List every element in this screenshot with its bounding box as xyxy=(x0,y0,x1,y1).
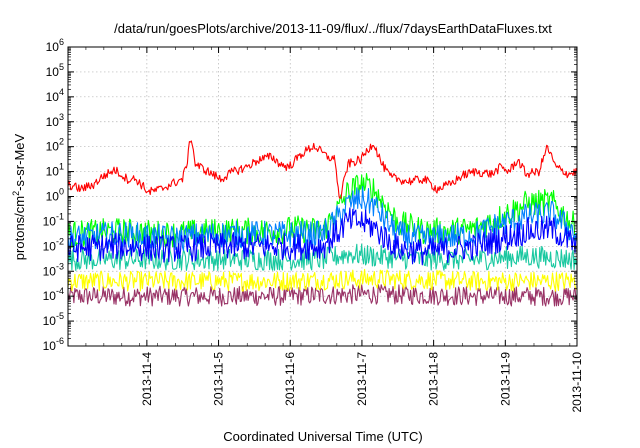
flux-series-line xyxy=(67,243,578,272)
y-tick-label: 100 xyxy=(46,187,64,204)
y-tick-label: 10-4 xyxy=(43,286,64,303)
y-axis-title: protons/cm2-s-sr-MeV xyxy=(11,133,27,260)
y-tick-labels: 10-6 10-5 10-4 10-3 10-2 10-1 100 101 102 103 104 1… xyxy=(43,37,64,353)
grid-lines xyxy=(68,47,577,346)
y-tick-label: 105 xyxy=(46,62,64,79)
y-tick-label: 10-2 xyxy=(43,236,64,253)
series-layer xyxy=(67,140,578,307)
flux-series-line xyxy=(67,140,578,199)
y-tick-label: 101 xyxy=(46,162,64,179)
x-tick-label: 2013-11-5 xyxy=(212,352,226,406)
x-axis-title: Coordinated Universal Time (UTC) xyxy=(223,429,422,444)
flux-series-line xyxy=(67,185,578,253)
x-tick-labels: 2013-11-4 2013-11-5 2013-11-6 2013-11-7 2013… xyxy=(140,352,584,413)
flux-series-line xyxy=(67,268,578,292)
x-tick-label: 2013-11-7 xyxy=(355,352,369,406)
x-tick-label: 2013-11-4 xyxy=(140,352,154,406)
x-tick-label: 2013-11-8 xyxy=(427,352,441,406)
x-tick-label: 2013-11-10 xyxy=(570,352,584,413)
y-tick-label: 102 xyxy=(46,137,64,154)
flux-series-line xyxy=(67,207,578,266)
y-tick-label: 10-5 xyxy=(43,311,64,328)
y-tick-label: 10-1 xyxy=(43,211,64,228)
y-tick-label: 104 xyxy=(46,87,64,104)
y-tick-label: 106 xyxy=(46,37,64,54)
axis-ticks xyxy=(67,46,578,347)
x-tick-label: 2013-11-9 xyxy=(498,352,512,406)
y-tick-label: 103 xyxy=(46,112,64,129)
y-tick-label: 10-6 xyxy=(43,336,64,353)
chart-title: /data/run/goesPlots/archive/2013-11-09/f… xyxy=(114,21,552,36)
x-tick-label: 2013-11-6 xyxy=(283,352,297,406)
flux-series-line xyxy=(67,284,578,307)
y-tick-label: 10-3 xyxy=(43,261,64,278)
